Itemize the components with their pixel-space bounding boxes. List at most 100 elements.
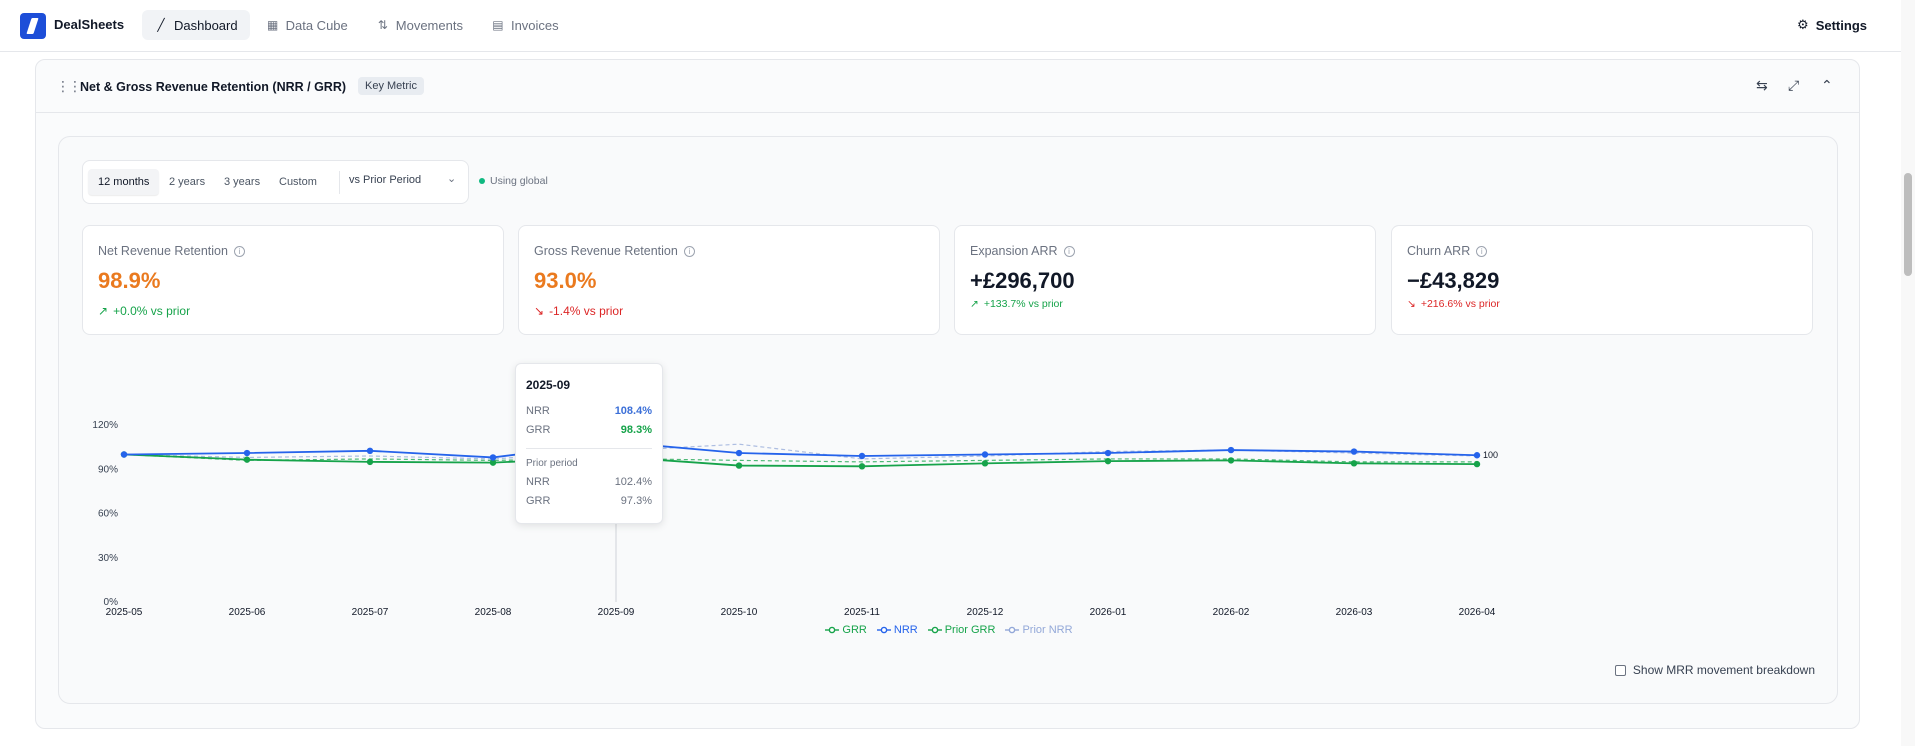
data-point: [366, 447, 374, 455]
nav-movements[interactable]: ⇅ Movements: [364, 10, 475, 40]
scrollbar-track[interactable]: [1901, 0, 1915, 746]
panel-title: Net & Gross Revenue Retention (NRR / GRR…: [80, 80, 347, 94]
period-controls: 12 months 2 years 3 years Custom vs Prio…: [82, 160, 469, 204]
comparison-select[interactable]: vs Prior Period: [349, 174, 422, 186]
chart-icon: ╱: [157, 18, 165, 32]
tooltip-title: 2025-09: [526, 378, 571, 392]
x-tick-label: 2026-01: [1090, 607, 1127, 618]
x-tick-label: 2026-04: [1459, 607, 1496, 618]
x-tick-label: 2025-07: [352, 607, 389, 618]
global-status: Using global: [479, 175, 548, 187]
data-point: [366, 458, 374, 466]
data-point: [858, 463, 866, 470]
settings-label: Settings: [1815, 17, 1867, 33]
kpi-title-label: Expansion ARR: [970, 244, 1058, 258]
nav-invoices-label: Invoices: [510, 17, 559, 33]
info-icon[interactable]: i: [233, 245, 245, 257]
mrr-breakdown-toggle[interactable]: Show MRR movement breakdown: [1614, 663, 1815, 677]
data-point: [1227, 457, 1235, 464]
data-point: [243, 449, 251, 457]
legend-label: NRR: [893, 624, 918, 636]
key-metric-badge: Key Metric: [358, 77, 424, 95]
info-icon[interactable]: i: [1063, 245, 1075, 257]
tooltip-label: GRR: [526, 495, 551, 507]
kpi-card-grr: Gross Revenue Retention i 93.0% ↘ -1.4% …: [518, 225, 940, 335]
x-tick-label: 2025-08: [475, 607, 512, 618]
legend-label: Prior NRR: [1022, 624, 1073, 636]
kpi-card-expansion: Expansion ARR i +£296,700 ↗ +133.7% vs p…: [954, 225, 1376, 335]
data-point: [1104, 457, 1112, 465]
kpi-title-label: Churn ARR: [1407, 244, 1471, 258]
dealsheets-logo-icon[interactable]: [20, 13, 46, 39]
data-point: [1473, 460, 1481, 468]
data-point: [735, 462, 743, 469]
legend-item[interactable]: GRR: [825, 624, 867, 636]
chevron-down-icon[interactable]: ⌄: [447, 173, 457, 185]
legend-marker-icon: [876, 626, 891, 634]
kpi-title-label: Net Revenue Retention: [98, 244, 228, 258]
legend-marker-icon: [825, 626, 840, 634]
info-icon[interactable]: i: [1476, 245, 1488, 257]
tooltip-value: 108.4%: [614, 405, 652, 417]
kpi-value: 93.0%: [534, 268, 597, 293]
kpi-card-nrr: Net Revenue Retention i 98.9% ↗ +0.0% vs…: [82, 225, 504, 335]
period-3-years[interactable]: 3 years: [224, 176, 261, 188]
kpi-title: Expansion ARR i: [970, 244, 1075, 258]
tooltip-value: 98.3%: [620, 424, 652, 436]
x-tick-label: 2025-06: [229, 607, 266, 618]
tooltip-value: 97.3%: [620, 495, 652, 507]
nav-data-cube-label: Data Cube: [285, 17, 348, 33]
data-point: [981, 451, 989, 458]
chevron-up-icon[interactable]: ⌃: [1821, 77, 1833, 93]
period-2-years[interactable]: 2 years: [169, 176, 206, 188]
retention-line-chart[interactable]: 0% 30% 60% 90% 120% 2025-05 2025-06 2025-07 2025…: [59, 337, 1839, 667]
data-point: [120, 451, 128, 458]
tooltip-label: NRR: [526, 405, 550, 417]
x-tick-label: 2025-09: [598, 607, 635, 618]
x-tick-label: 2025-10: [721, 607, 758, 618]
period-custom[interactable]: Custom: [279, 176, 317, 188]
scrollbar-thumb[interactable]: [1904, 173, 1912, 276]
nav-invoices[interactable]: ▤ Invoices: [479, 10, 571, 40]
data-point: [489, 459, 497, 466]
kpi-delta-label: +0.0% vs prior: [113, 304, 191, 318]
tooltip-prior-title: Prior period: [526, 458, 578, 469]
gear-icon: ⚙: [1797, 17, 1809, 32]
brand-name[interactable]: DealSheets: [54, 17, 125, 32]
chart-card: 12 months 2 years 3 years Custom vs Prio…: [58, 136, 1838, 704]
tooltip-value: 102.4%: [614, 476, 652, 488]
table-icon: ▦: [266, 18, 279, 32]
nav-dashboard[interactable]: ╱ Dashboard: [142, 10, 250, 40]
data-point: [735, 449, 743, 457]
legend-item[interactable]: NRR: [876, 624, 918, 636]
x-tick-label: 2025-05: [106, 607, 143, 618]
end-value-label: 100: [1483, 450, 1498, 460]
y-tick-label: 30%: [98, 553, 118, 564]
series-line-nrr: [123, 441, 1478, 459]
series-line-grr: [123, 453, 1478, 468]
legend-label: GRR: [842, 624, 867, 636]
data-point: [1473, 452, 1481, 459]
kpi-title: Gross Revenue Retention i: [534, 244, 695, 258]
kpi-delta: ↗ +0.0% vs prior: [98, 304, 190, 318]
kpi-delta: ↘ +216.6% vs prior: [1407, 298, 1500, 310]
checkbox[interactable]: [1614, 664, 1626, 676]
nav-data-cube[interactable]: ▦ Data Cube: [254, 10, 360, 40]
legend-label: Prior GRR: [944, 624, 996, 636]
legend-item[interactable]: Prior NRR: [1005, 624, 1073, 636]
tooltip-divider: [526, 448, 652, 449]
tooltip-label: NRR: [526, 476, 550, 488]
legend-item[interactable]: Prior GRR: [927, 624, 996, 636]
retention-panel: ⋮⋮ Net & Gross Revenue Retention (NRR / …: [35, 59, 1860, 729]
info-icon[interactable]: i: [683, 245, 695, 257]
expand-icon[interactable]: ⤢: [1788, 77, 1800, 93]
x-tick-label: 2025-12: [967, 607, 1004, 618]
panel-header: ⋮⋮ Net & Gross Revenue Retention (NRR / …: [36, 60, 1859, 113]
drag-handle-icon[interactable]: ⋮⋮: [56, 78, 82, 94]
kpi-delta-label: +133.7% vs prior: [983, 298, 1063, 310]
kpi-delta-label: -1.4% vs prior: [549, 304, 624, 318]
settings-button[interactable]: ⚙ Settings: [1797, 17, 1867, 33]
arrows-icon: ⇅: [377, 18, 388, 32]
swap-icon[interactable]: ⇆: [1756, 77, 1768, 93]
period-12-months[interactable]: 12 months: [88, 169, 160, 195]
